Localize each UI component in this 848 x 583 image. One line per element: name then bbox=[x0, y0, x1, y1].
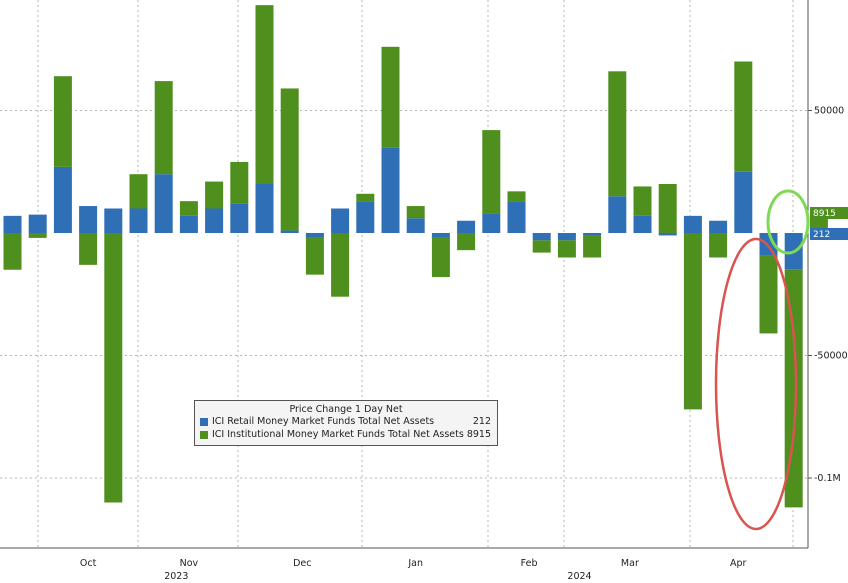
legend-title: Price Change 1 Day Net bbox=[289, 404, 403, 415]
bar-institutional-27 bbox=[683, 233, 702, 410]
bar-institutional-21 bbox=[532, 240, 551, 253]
x-tick-label-apr: Apr bbox=[730, 558, 747, 569]
bar-retail-18 bbox=[457, 220, 476, 233]
x-year-label-2023: 2023 bbox=[164, 571, 188, 582]
y-axis-labels: 50000 -50000 -0.1M bbox=[808, 106, 848, 484]
bar-retail-3 bbox=[79, 206, 98, 233]
legend-value-institutional: 8915 bbox=[466, 429, 491, 440]
axes bbox=[0, 0, 809, 549]
bar-retail-28 bbox=[709, 220, 728, 233]
bar-institutional-5 bbox=[129, 174, 148, 209]
bar-institutional-15 bbox=[381, 46, 400, 148]
green-highlight-ellipse bbox=[766, 189, 810, 255]
bar-retail-14 bbox=[356, 201, 375, 233]
bar-institutional-29 bbox=[734, 61, 753, 172]
bar-institutional-11 bbox=[280, 88, 299, 231]
bar-institutional-16 bbox=[406, 206, 425, 219]
bar-retail-22 bbox=[557, 233, 576, 241]
x-year-label-2024: 2024 bbox=[567, 571, 591, 582]
bar-institutional-23 bbox=[583, 235, 602, 258]
bars bbox=[3, 5, 828, 508]
bar-institutional-20 bbox=[507, 191, 526, 202]
y-tick-label-2: -0.1M bbox=[814, 473, 841, 484]
legend-item-institutional: ICI Institutional Money Market Funds Tot… bbox=[195, 428, 497, 441]
bar-institutional-14 bbox=[356, 193, 375, 202]
red-highlight-ellipse bbox=[714, 237, 798, 531]
bar-retail-4 bbox=[104, 208, 123, 233]
institutional-last-value: 8915 bbox=[813, 209, 836, 219]
legend-item-retail: ICI Retail Money Market Funds Total Net … bbox=[195, 415, 497, 428]
legend-label-retail: ICI Retail Money Market Funds Total Net … bbox=[212, 416, 435, 427]
x-tick-label-nov: Nov bbox=[180, 558, 199, 569]
bar-institutional-31 bbox=[784, 269, 803, 508]
bar-retail-25 bbox=[633, 215, 652, 233]
bar-retail-20 bbox=[507, 201, 526, 233]
bar-retail-6 bbox=[154, 174, 173, 233]
bar-retail-16 bbox=[406, 218, 425, 233]
bar-institutional-2 bbox=[53, 76, 72, 167]
bar-institutional-22 bbox=[557, 240, 576, 258]
bar-retail-26 bbox=[658, 233, 677, 236]
bar-institutional-28 bbox=[709, 233, 728, 258]
x-tick-label-mar: Mar bbox=[621, 558, 639, 569]
legend-label-institutional: ICI Institutional Money Market Funds Tot… bbox=[212, 429, 464, 440]
bar-institutional-25 bbox=[633, 186, 652, 216]
bar-retail-2 bbox=[53, 166, 72, 233]
bar-institutional-12 bbox=[305, 237, 324, 275]
x-axis-labels: Oct Nov Dec Jan Feb Mar Apr 2023 2024 bbox=[80, 558, 747, 582]
bar-retail-5 bbox=[129, 208, 148, 233]
bar-institutional-24 bbox=[608, 71, 627, 197]
x-tick-label-oct: Oct bbox=[80, 558, 97, 569]
bar-institutional-1 bbox=[28, 233, 47, 238]
legend-swatch-retail bbox=[200, 417, 208, 426]
bar-retail-12 bbox=[305, 233, 324, 238]
y-tick-label-0: 50000 bbox=[814, 106, 844, 117]
bar-retail-23 bbox=[583, 233, 602, 236]
bar-institutional-17 bbox=[431, 237, 450, 278]
bar-retail-9 bbox=[230, 203, 249, 233]
bar-institutional-19 bbox=[482, 130, 501, 214]
bar-institutional-9 bbox=[230, 161, 249, 204]
retail-last-value: 212 bbox=[813, 230, 830, 240]
bar-institutional-0 bbox=[3, 233, 22, 270]
bar-retail-11 bbox=[280, 230, 299, 233]
bar-retail-7 bbox=[179, 215, 198, 233]
bar-retail-1 bbox=[28, 214, 47, 233]
y-tick-label-1: -50000 bbox=[814, 351, 848, 362]
bar-retail-10 bbox=[255, 184, 274, 233]
institutional-last-value-tag bbox=[810, 207, 848, 219]
bar-retail-8 bbox=[205, 208, 224, 233]
value-callouts: 8915 212 bbox=[810, 207, 848, 240]
bar-retail-0 bbox=[3, 215, 22, 233]
bar-retail-21 bbox=[532, 233, 551, 241]
bar-retail-17 bbox=[431, 233, 450, 238]
retail-last-value-tag bbox=[810, 228, 848, 240]
bar-institutional-30 bbox=[759, 255, 778, 334]
legend-swatch-institutional bbox=[200, 430, 208, 439]
bar-retail-24 bbox=[608, 196, 627, 233]
bar-institutional-3 bbox=[79, 233, 98, 265]
bar-retail-29 bbox=[734, 171, 753, 233]
bar-institutional-7 bbox=[179, 201, 198, 216]
legend-value-retail: 212 bbox=[472, 416, 491, 427]
bar-institutional-26 bbox=[658, 184, 677, 233]
bar-institutional-8 bbox=[205, 181, 224, 209]
bar-institutional-6 bbox=[154, 81, 173, 175]
x-tick-label-jan: Jan bbox=[407, 558, 423, 569]
bar-retail-19 bbox=[482, 213, 501, 233]
bar-retail-27 bbox=[683, 215, 702, 233]
bar-institutional-18 bbox=[457, 233, 476, 251]
legend: Price Change 1 Day Net ICI Retail Money … bbox=[194, 400, 498, 446]
bar-institutional-10 bbox=[255, 5, 274, 185]
bar-institutional-13 bbox=[331, 233, 350, 297]
bar-retail-15 bbox=[381, 147, 400, 233]
annotations bbox=[714, 189, 810, 531]
x-tick-label-dec: Dec bbox=[293, 558, 311, 569]
bar-retail-13 bbox=[331, 208, 350, 233]
bar-institutional-4 bbox=[104, 233, 123, 503]
x-tick-label-feb: Feb bbox=[521, 558, 538, 569]
